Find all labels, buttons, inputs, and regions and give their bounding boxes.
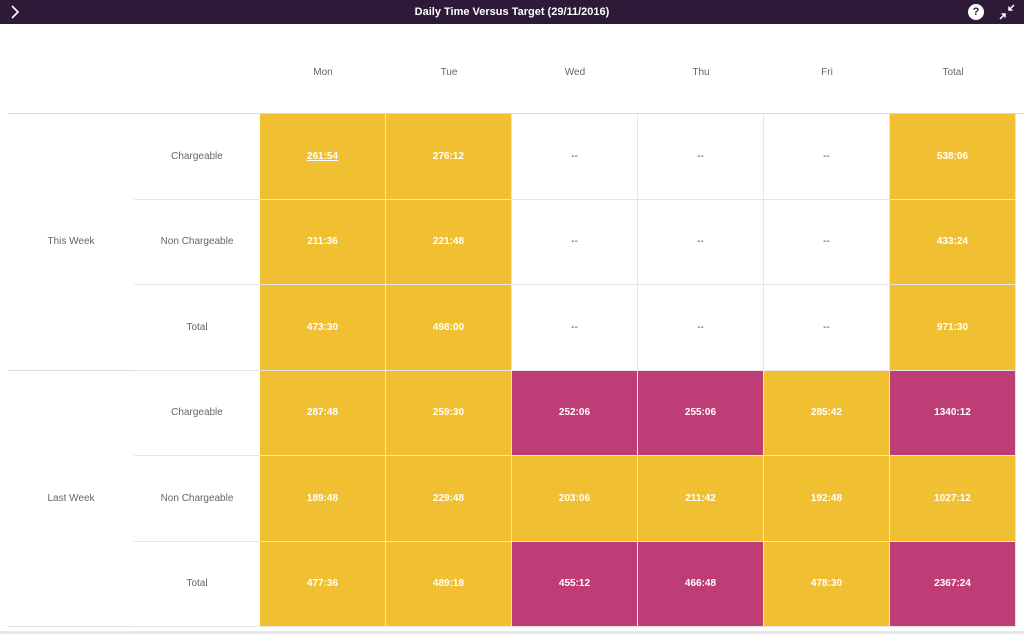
table-cell: --	[764, 114, 890, 200]
table-cell: 1340:12	[890, 370, 1016, 456]
table-cell[interactable]: 261:54	[260, 114, 386, 200]
table-cell: 489:18	[386, 541, 512, 627]
cell-value: 466:48	[684, 578, 717, 590]
row-label-chargeable: Chargeable	[134, 371, 260, 456]
cell-value: 1340:12	[934, 407, 971, 419]
cell-value: 455:12	[558, 578, 591, 590]
column-header-tue: Tue	[440, 67, 458, 78]
help-icon[interactable]: ?	[968, 4, 984, 20]
table-cell: 259:30	[386, 370, 512, 456]
cell-value: 229:48	[432, 492, 465, 504]
cell-value: 478:30	[810, 578, 843, 590]
column-header-mon: Mon	[313, 67, 333, 78]
table-cell: 473:30	[260, 285, 386, 371]
cell-value: --	[823, 236, 830, 248]
title-bar: Daily Time Versus Target (29/11/2016) ?	[0, 0, 1024, 24]
table-cell: 189:48	[260, 456, 386, 542]
row-label-non-chargeable: Non Chargeable	[134, 456, 260, 542]
page-title: Daily Time Versus Target (29/11/2016)	[414, 6, 610, 18]
cell-value: 189:48	[306, 492, 339, 504]
table-cell: 252:06	[512, 370, 638, 456]
table-cell: 287:48	[260, 370, 386, 456]
cell-value: 211:36	[307, 236, 338, 248]
table-cell: --	[512, 199, 638, 285]
cell-value: 287:48	[306, 407, 339, 419]
table-cell: 229:48	[386, 456, 512, 542]
cell-value: --	[697, 321, 704, 333]
table-cell: 192:48	[764, 456, 890, 542]
table-cell: 478:30	[764, 541, 890, 627]
time-table: Mon Tue Wed Thu Fri Total This Week Chargeable 2…	[0, 24, 1024, 634]
column-header-total: Total	[942, 67, 964, 78]
cell-value: 971:30	[936, 321, 969, 333]
cell-value: --	[571, 321, 578, 333]
cell-value: 1027:12	[934, 492, 971, 504]
table-cell: 455:12	[512, 541, 638, 627]
row-group-last-week: Last Week	[8, 371, 134, 627]
cell-value: 489:18	[432, 578, 465, 590]
cell-value: 433:24	[936, 236, 969, 248]
cell-value: 255:06	[684, 407, 717, 419]
cell-value: 203:06	[558, 492, 591, 504]
collapse-icon[interactable]	[998, 3, 1016, 21]
header-divider	[8, 113, 1024, 114]
cell-value: 285:42	[810, 407, 843, 419]
table-cell: --	[764, 285, 890, 371]
chevron-right-icon[interactable]	[8, 3, 22, 21]
table-cell: --	[512, 114, 638, 200]
table-cell: 538:06	[890, 114, 1016, 200]
table-cell: 276:12	[386, 114, 512, 200]
row-label-non-chargeable: Non Chargeable	[134, 200, 260, 285]
cell-value: 477:36	[306, 578, 339, 590]
table-cell: 971:30	[890, 285, 1016, 371]
cell-value: 498:00	[432, 321, 465, 333]
table-cell: 221:48	[386, 199, 512, 285]
cell-value: 211:42	[685, 492, 716, 504]
table-cell: 466:48	[638, 541, 764, 627]
cell-value: 259:30	[432, 407, 465, 419]
row-label-total: Total	[134, 542, 260, 627]
column-header-thu: Thu	[692, 67, 710, 78]
cell-value: 473:30	[306, 321, 339, 333]
cell-value: 252:06	[558, 407, 591, 419]
table-cell: --	[764, 199, 890, 285]
cell-link[interactable]: 261:54	[306, 150, 339, 162]
table-cell: 211:42	[638, 456, 764, 542]
cell-value: --	[697, 150, 704, 162]
table-cell: 433:24	[890, 199, 1016, 285]
table-cell: 1027:12	[890, 456, 1016, 542]
row-label-total: Total	[134, 285, 260, 371]
table-cell: 285:42	[764, 370, 890, 456]
row-label-chargeable: Chargeable	[134, 114, 260, 200]
table-cell: 2367:24	[890, 541, 1016, 627]
cell-value: 192:48	[810, 492, 843, 504]
footer-divider	[0, 631, 1024, 634]
cell-value: 2367:24	[934, 578, 971, 590]
table-cell: 203:06	[512, 456, 638, 542]
cell-value: --	[571, 236, 578, 248]
cell-value: 538:06	[936, 150, 969, 162]
table-cell: --	[638, 199, 764, 285]
table-cell: 498:00	[386, 285, 512, 371]
cell-value: --	[823, 321, 830, 333]
table-cell: --	[638, 285, 764, 371]
cell-value: 221:48	[432, 236, 465, 248]
table-cell: --	[638, 114, 764, 200]
column-header-fri: Fri	[821, 67, 833, 78]
table-cell: 477:36	[260, 541, 386, 627]
cell-value: --	[571, 150, 578, 162]
column-header-wed: Wed	[564, 67, 586, 78]
cell-value: 276:12	[432, 150, 465, 162]
cell-value: --	[697, 236, 704, 248]
cell-value: --	[823, 150, 830, 162]
table-cell: --	[512, 285, 638, 371]
row-group-this-week: This Week	[8, 114, 134, 371]
table-cell: 255:06	[638, 370, 764, 456]
table-cell: 211:36	[260, 199, 386, 285]
